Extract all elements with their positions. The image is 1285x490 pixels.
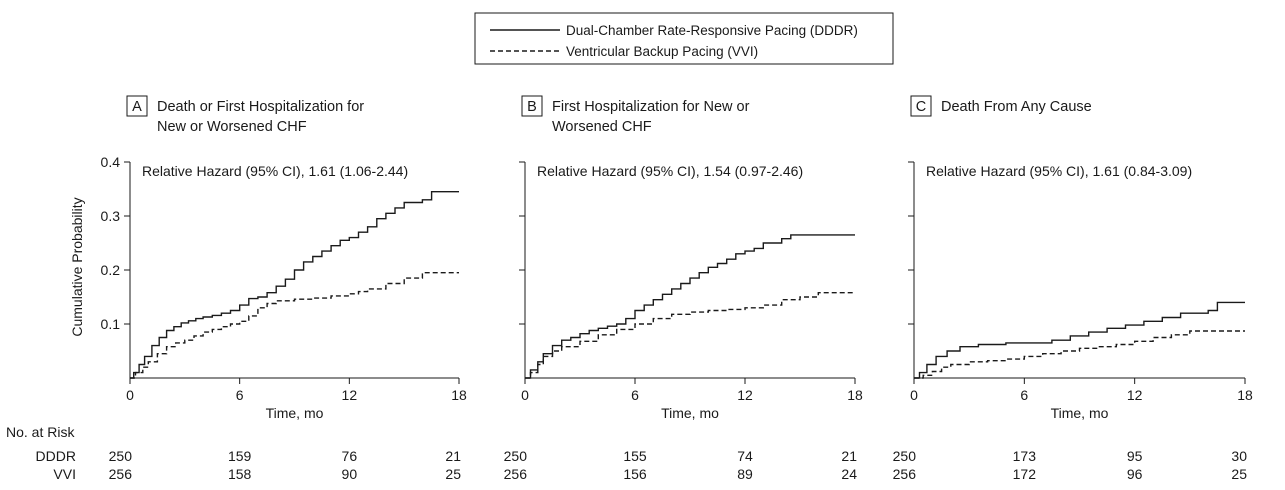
risk-row-label-vvi: VVI	[53, 466, 76, 482]
panel-a: A Death or First Hospitalization for New o…	[101, 95, 467, 482]
relative-hazard-annotation: Relative Hazard (95% CI), 1.61 (0.84-3.0…	[926, 163, 1192, 179]
at-risk-vvi-value: 256	[504, 466, 528, 482]
at-risk-vvi-value: 256	[893, 466, 917, 482]
y-tick-label: 0.1	[101, 316, 121, 332]
at-risk-dddr-value: 173	[1013, 448, 1037, 464]
x-tick-label: 12	[737, 387, 753, 403]
x-tick-label: 0	[126, 387, 134, 403]
y-tick-label: 0.3	[101, 208, 121, 224]
panel-letter: C	[916, 99, 926, 115]
y-axis-label: Cumulative Probability	[69, 197, 85, 336]
panel-letter: B	[527, 99, 537, 115]
legend-box	[474, 12, 894, 65]
panel-c: C Death From Any Cause 0 6 12 18 Time, mo Relat…	[893, 95, 1253, 482]
x-tick-label: 0	[910, 387, 918, 403]
y-tick-label: 0.2	[101, 262, 121, 278]
series-vvi-curve	[130, 272, 459, 379]
x-tick-label: 12	[342, 387, 358, 403]
x-tick-label: 18	[847, 387, 863, 403]
x-tick-label: 0	[521, 387, 529, 403]
at-risk-dddr-value: 155	[623, 448, 647, 464]
at-risk-vvi-value: 96	[1127, 466, 1143, 482]
panel-title-line: First Hospitalization for New or	[552, 99, 750, 115]
panel-b: B First Hospitalization for New or Worsene…	[504, 95, 863, 482]
relative-hazard-annotation: Relative Hazard (95% CI), 1.54 (0.97-2.4…	[537, 163, 803, 179]
x-tick-label: 6	[236, 387, 244, 403]
x-axis-label: Time, mo	[661, 405, 719, 421]
at-risk-vvi-value: 25	[445, 466, 461, 482]
panel-title-line: Death or First Hospitalization for	[157, 99, 364, 115]
panel-letter: A	[132, 99, 142, 115]
at-risk-vvi-value: 24	[841, 466, 857, 482]
x-axis-label: Time, mo	[266, 405, 324, 421]
x-tick-label: 6	[631, 387, 639, 403]
at-risk-dddr-value: 76	[342, 448, 358, 464]
risk-row-label-dddr: DDDR	[36, 448, 76, 464]
x-tick-label: 12	[1127, 387, 1143, 403]
at-risk-vvi-value: 25	[1231, 466, 1247, 482]
at-risk-vvi-value: 90	[342, 466, 358, 482]
panel-letter-box	[910, 95, 932, 117]
panel-title-line: New or Worsened CHF	[157, 119, 307, 135]
at-risk-dddr-value: 30	[1231, 448, 1247, 464]
at-risk-vvi-value: 172	[1013, 466, 1037, 482]
series-dddr-curve	[525, 234, 855, 379]
at-risk-dddr-value: 21	[841, 448, 857, 464]
panel-letter-box	[521, 95, 543, 117]
series-vvi-curve	[525, 292, 855, 379]
series-dddr-curve	[130, 191, 459, 379]
at-risk-dddr-value: 95	[1127, 448, 1143, 464]
relative-hazard-annotation: Relative Hazard (95% CI), 1.61 (1.06-2.4…	[142, 163, 408, 179]
legend-item-vvi: Ventricular Backup Pacing (VVI)	[566, 44, 758, 59]
panel-letter-box	[126, 95, 148, 117]
panel-title-line: Worsened CHF	[552, 119, 652, 135]
x-tick-label: 6	[1020, 387, 1028, 403]
series-dddr-curve	[914, 301, 1245, 379]
at-risk-vvi-value: 158	[228, 466, 252, 482]
at-risk-dddr-value: 250	[109, 448, 133, 464]
panel-title-line: Death From Any Cause	[941, 99, 1092, 115]
legend: Dual-Chamber Rate-Responsive Pacing (DDD…	[474, 12, 894, 65]
at-risk-vvi-value: 89	[737, 466, 753, 482]
at-risk-vvi-value: 156	[623, 466, 647, 482]
panels: A Death or First Hospitalization for New o…	[101, 95, 1253, 482]
at-risk-dddr-value: 21	[445, 448, 461, 464]
at-risk-dddr-value: 250	[893, 448, 917, 464]
x-axis-label: Time, mo	[1051, 405, 1109, 421]
at-risk-dddr-value: 74	[737, 448, 753, 464]
legend-item-dddr: Dual-Chamber Rate-Responsive Pacing (DDD…	[566, 23, 858, 38]
at-risk-vvi-value: 256	[109, 466, 133, 482]
y-tick-label: 0.4	[101, 154, 121, 170]
x-tick-label: 18	[451, 387, 467, 403]
risk-table-header: No. at Risk	[6, 424, 75, 440]
at-risk-dddr-value: 250	[504, 448, 528, 464]
x-tick-label: 18	[1237, 387, 1253, 403]
at-risk-dddr-value: 159	[228, 448, 252, 464]
series-vvi-curve	[914, 330, 1245, 379]
